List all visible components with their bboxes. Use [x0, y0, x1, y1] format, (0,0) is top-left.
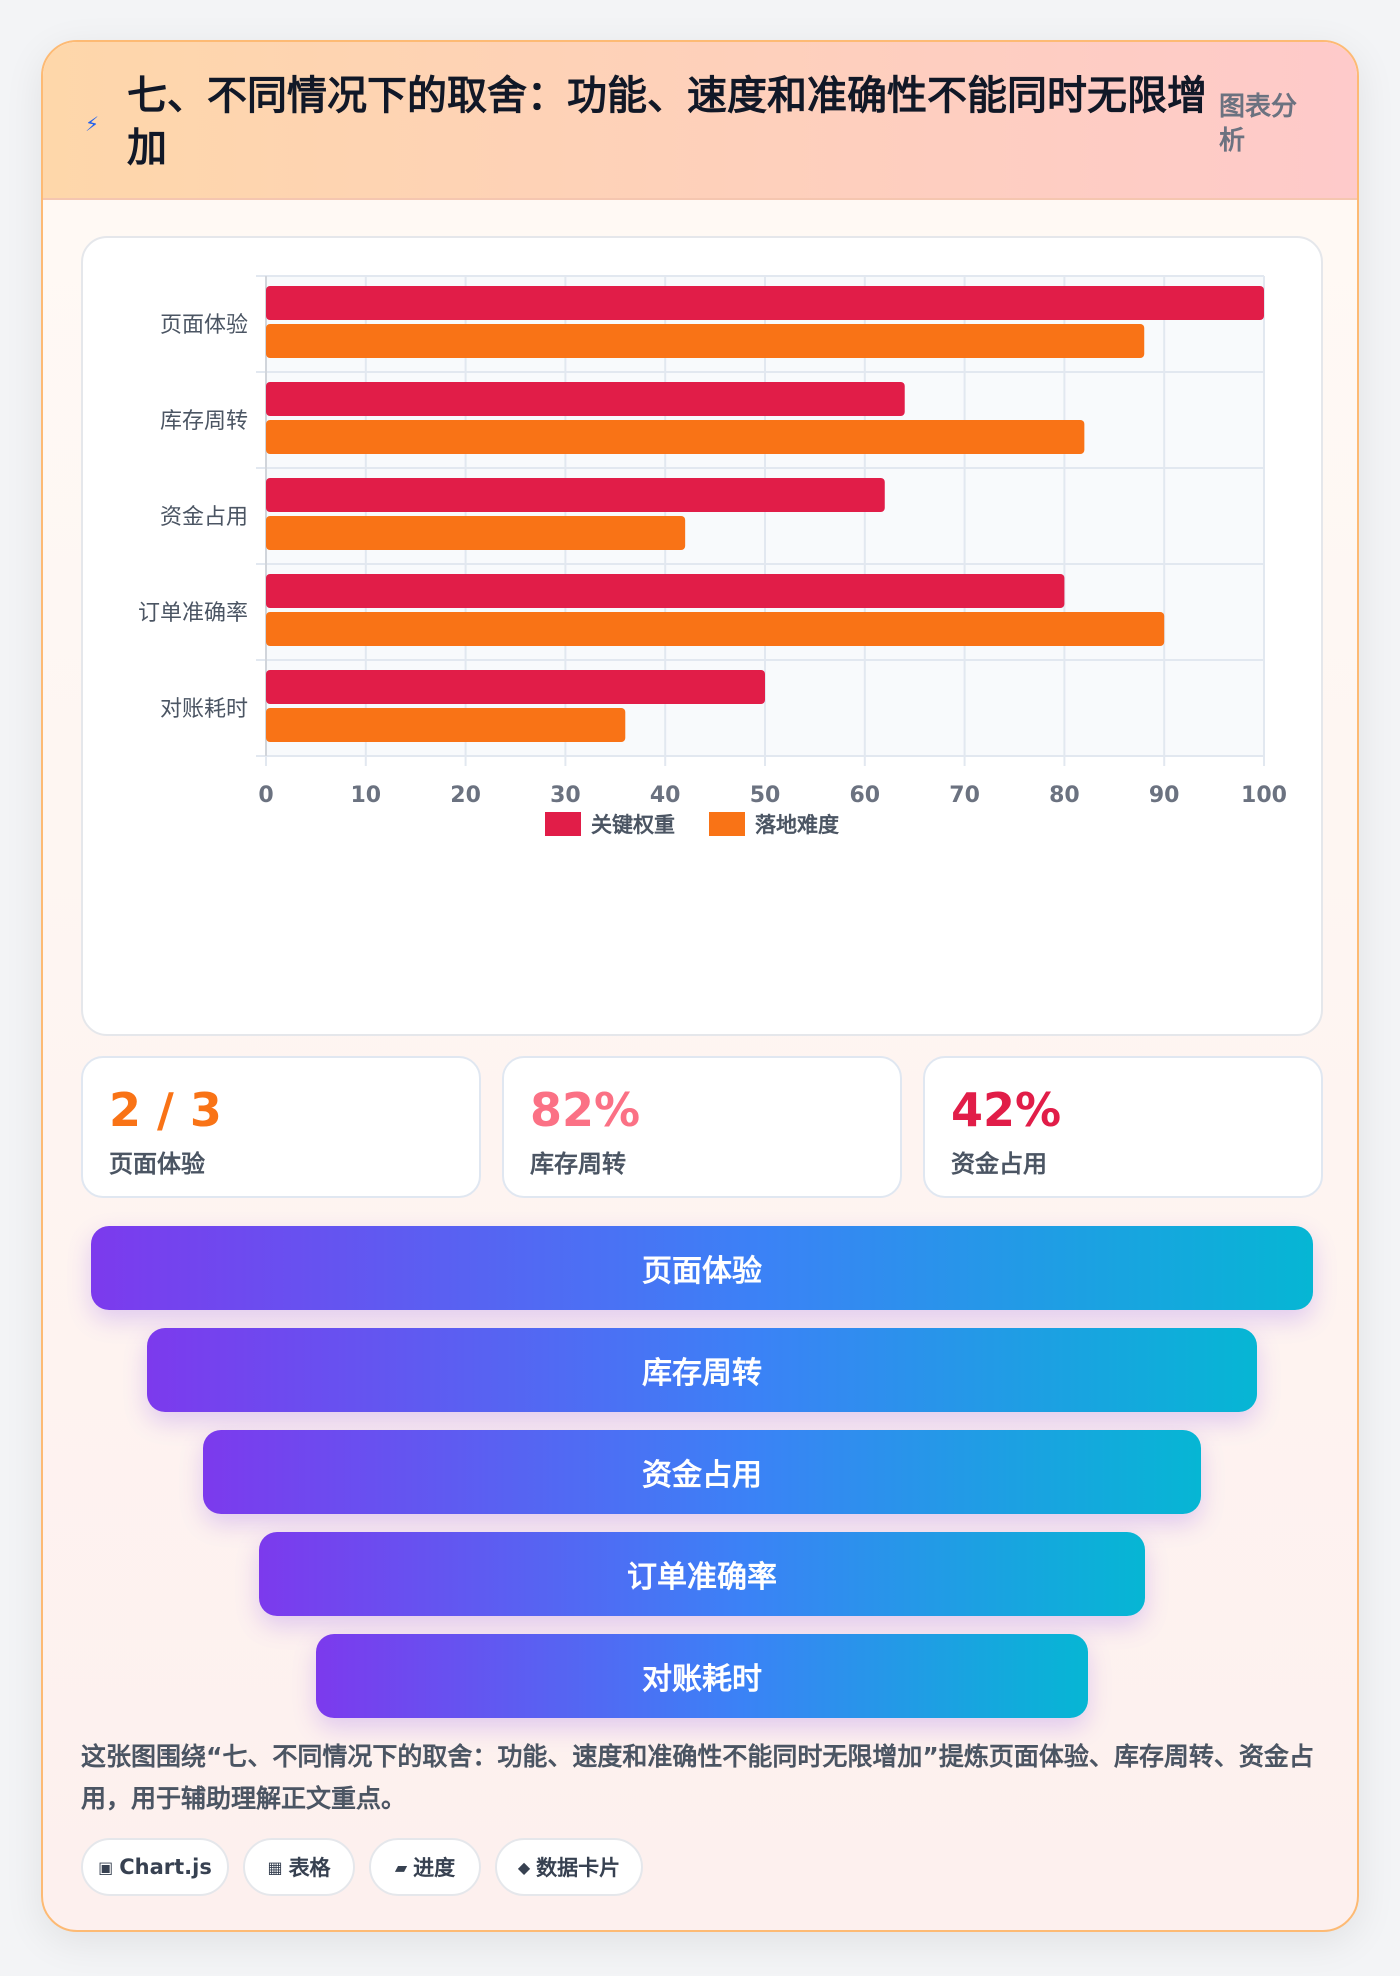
- x-tick-label: 80: [1049, 783, 1080, 808]
- x-tick-label: 40: [650, 783, 681, 808]
- diamond-icon: ◆: [517, 1857, 531, 1877]
- card-header: ⚡ 七、不同情况下的取舍：功能、速度和准确性不能同时无限增加 图表分析: [43, 42, 1357, 200]
- page-title: 七、不同情况下的取舍：功能、速度和准确性不能同时无限增加: [127, 73, 1207, 171]
- chip-data-card[interactable]: ◆ 数据卡片: [495, 1838, 643, 1896]
- y-category-label: 对账耗时: [160, 697, 248, 722]
- stat-label: 资金占用: [951, 1150, 1047, 1178]
- stat-label: 库存周转: [530, 1150, 626, 1178]
- x-tick-label: 30: [550, 783, 581, 808]
- x-tick-label: 70: [949, 783, 980, 808]
- x-tick-label: 20: [450, 783, 481, 808]
- funnel-stage-2: 库存周转: [147, 1328, 1257, 1412]
- stat-card-3: 42% 资金占用: [923, 1056, 1323, 1198]
- bar-weight: [266, 574, 1065, 608]
- y-category-label: 资金占用: [160, 505, 248, 530]
- bar-difficulty: [266, 516, 686, 550]
- funnel-stage-3: 资金占用: [203, 1430, 1201, 1514]
- x-tick-label: 100: [1241, 783, 1287, 808]
- bar-weight: [266, 286, 1264, 320]
- y-category-label: 订单准确率: [138, 601, 248, 626]
- bar-difficulty: [266, 420, 1085, 454]
- y-category-label: 库存周转: [160, 409, 248, 434]
- bar-difficulty: [266, 708, 626, 742]
- funnel-stage-1: 页面体验: [91, 1226, 1313, 1310]
- stat-value: 82%: [530, 1083, 641, 1137]
- chip-progress[interactable]: ▰ 进度: [369, 1838, 481, 1896]
- stat-value: 2 / 3: [109, 1083, 222, 1137]
- x-tick-label: 0: [258, 783, 273, 808]
- x-tick-label: 50: [750, 783, 781, 808]
- chip-label: 数据卡片: [536, 1856, 621, 1880]
- legend-swatch: [545, 812, 581, 836]
- bar-weight: [266, 670, 765, 704]
- chip-label: Chart.js: [119, 1855, 212, 1879]
- bar-difficulty: [266, 612, 1165, 646]
- stat-card-2: 82% 库存周转: [502, 1056, 902, 1198]
- funnel-stage-4: 订单准确率: [259, 1532, 1145, 1616]
- chip-table[interactable]: ▦ 表格: [243, 1838, 355, 1896]
- bar-chart: 0 10 20 30 40 50 60 70 80 90 100 页面体验库存周转资金占用订单准确率对…: [138, 275, 1287, 837]
- x-tick-label: 90: [1149, 783, 1180, 808]
- stat-value: 42%: [951, 1083, 1062, 1137]
- chip-label: 表格: [288, 1856, 331, 1880]
- bar-chart-panel: 0 10 20 30 40 50 60 70 80 90 100 页面体验库存周转资金占用订单准确率对…: [81, 236, 1323, 1036]
- chip-chartjs[interactable]: ▣ Chart.js: [81, 1838, 229, 1896]
- chart-description: 这张图围绕“七、不同情况下的取舍：功能、速度和准确性不能同时无限增加”提炼页面体…: [81, 1742, 1314, 1813]
- progress-icon: ▰: [394, 1857, 408, 1877]
- x-tick-label: 60: [849, 783, 880, 808]
- legend-swatch: [709, 812, 745, 836]
- bar-weight: [266, 478, 885, 512]
- legend-label: 落地难度: [755, 813, 839, 837]
- y-category-label: 页面体验: [160, 313, 248, 338]
- chart-icon: ▣: [98, 1857, 114, 1877]
- x-tick-label: 10: [350, 783, 381, 808]
- chart-analysis-tag: 图表分析: [1219, 92, 1298, 156]
- stat-label: 页面体验: [109, 1150, 205, 1178]
- table-icon: ▦: [267, 1857, 283, 1877]
- chart-card: ⚡ 七、不同情况下的取舍：功能、速度和准确性不能同时无限增加 图表分析 0 10 2…: [41, 40, 1359, 1932]
- bar-weight: [266, 382, 905, 416]
- bar-difficulty: [266, 324, 1145, 358]
- chip-label: 进度: [413, 1856, 456, 1880]
- legend-label: 关键权重: [591, 813, 675, 837]
- stat-card-1: 2 / 3 页面体验: [81, 1056, 481, 1198]
- funnel-stage-5: 对账耗时: [316, 1634, 1088, 1718]
- lightning-icon: ⚡: [85, 112, 100, 136]
